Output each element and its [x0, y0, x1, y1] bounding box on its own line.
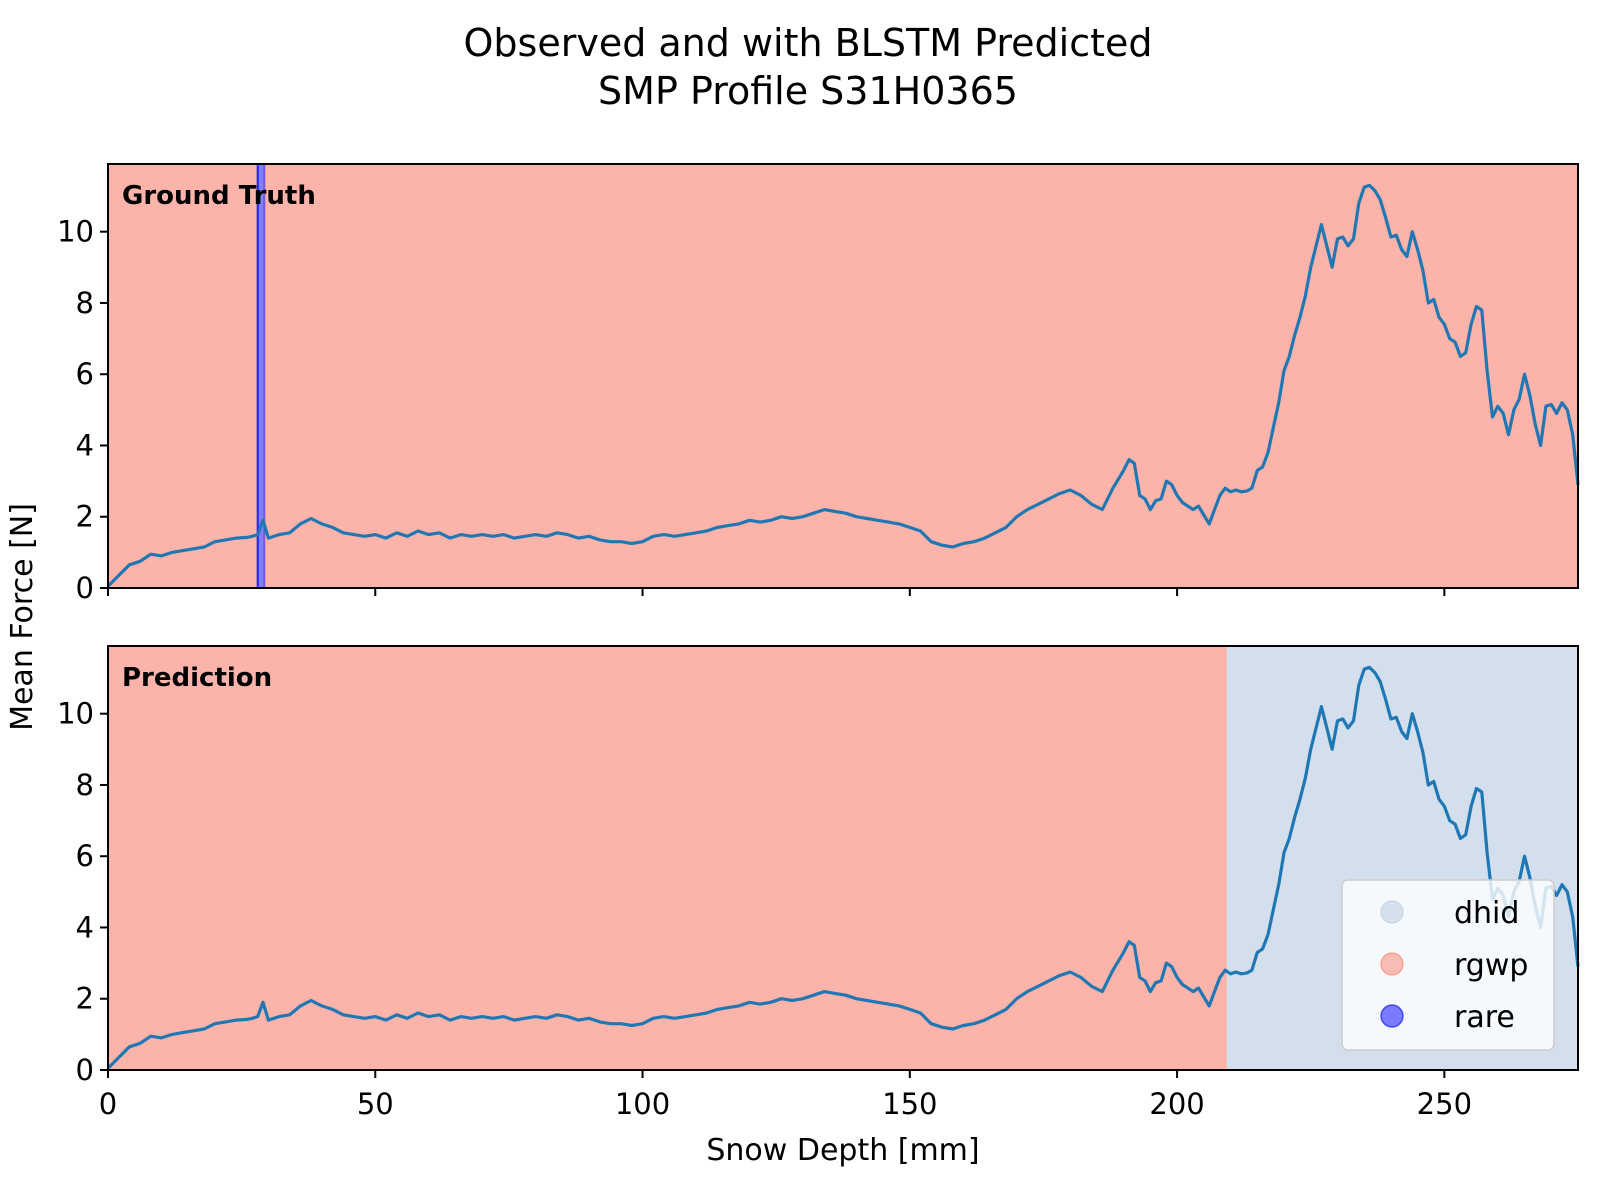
plot-frame — [107, 163, 1579, 589]
legend-marker-dhid — [1380, 900, 1404, 924]
segment-rgwp — [108, 646, 1227, 1070]
panel-label: Ground Truth — [122, 181, 316, 211]
x-tick-label: 0 — [99, 1087, 117, 1121]
y-tick-label: 6 — [76, 839, 94, 873]
y-tick-label: 8 — [76, 768, 94, 802]
x-tick-label: 100 — [615, 1087, 670, 1121]
y-tick-label: 0 — [76, 571, 94, 605]
legend-label-rgwp: rgwp — [1454, 948, 1528, 983]
x-tick-label: 200 — [1149, 1087, 1204, 1121]
x-tick-label: 50 — [357, 1087, 394, 1121]
segment-rgwp — [264, 164, 1578, 588]
y-tick-label: 2 — [76, 500, 94, 534]
plot-frame — [107, 645, 1579, 1071]
segment-rgwp — [108, 164, 258, 588]
panel-label: Prediction — [122, 663, 272, 693]
y-tick-label: 2 — [76, 982, 94, 1016]
legend-marker-rgwp — [1380, 952, 1404, 976]
series-line — [106, 665, 1580, 1070]
chart-title-line: SMP Profile S31H0365 — [598, 69, 1018, 113]
y-tick-label: 8 — [76, 286, 94, 320]
legend-label-rare: rare — [1454, 1000, 1515, 1035]
x-tick-label: 250 — [1417, 1087, 1472, 1121]
x-axis-label: Snow Depth [mm] — [706, 1133, 979, 1168]
legend: dhid rgwp rare — [1341, 879, 1555, 1051]
segment-rare — [257, 164, 265, 588]
legend-label-dhid: dhid — [1454, 896, 1519, 931]
y-tick-label: 4 — [76, 428, 94, 462]
y-tick-label: 4 — [76, 910, 94, 944]
chart-title-line: Observed and with BLSTM Predicted — [464, 21, 1153, 65]
y-tick-label: 0 — [76, 1053, 94, 1087]
series-line — [106, 183, 1580, 588]
y-tick-label: 10 — [57, 215, 94, 249]
y-tick-label: 10 — [57, 697, 94, 731]
panel-ground-truth: 0 2 4 6 8 10 Ground Truth — [57, 163, 1580, 605]
x-tick-label: 150 — [882, 1087, 937, 1121]
axis-labels: Snow Depth [mm] Mean Force [N] — [5, 503, 980, 1168]
legend-marker-rare — [1380, 1004, 1404, 1028]
y-axis-label: Mean Force [N] — [5, 503, 40, 731]
y-tick-label: 6 — [76, 357, 94, 391]
